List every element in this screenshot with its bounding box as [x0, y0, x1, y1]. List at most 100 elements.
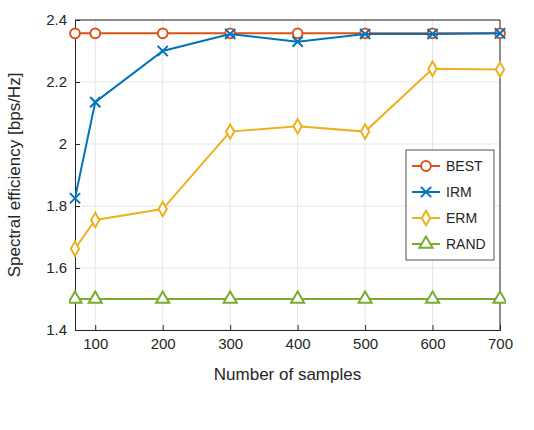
tick-mark — [433, 325, 434, 330]
axis-line — [76, 325, 501, 331]
marker — [156, 291, 169, 302]
marker — [426, 291, 439, 302]
x-axis-title: Number of samples — [214, 365, 361, 384]
grid-line — [230, 20, 231, 330]
tick: 200 — [151, 325, 176, 352]
legend-marker — [421, 161, 431, 171]
marker — [293, 119, 301, 133]
marker — [90, 28, 100, 38]
tick: 1.4 — [46, 321, 80, 338]
marker — [225, 28, 235, 38]
tick-label: 1.6 — [46, 259, 67, 276]
grid-line — [95, 20, 96, 330]
tick: 1.8 — [46, 197, 80, 214]
legend-entry: ERM — [412, 210, 477, 226]
tick-label: 1.4 — [46, 321, 67, 338]
marker — [89, 291, 102, 302]
marker — [90, 97, 100, 107]
legend-entry: RAND — [412, 236, 486, 252]
tick-mark — [163, 325, 164, 330]
tick: 600 — [421, 325, 446, 352]
legend-label: BEST — [446, 158, 483, 174]
tick-label: 500 — [353, 335, 378, 352]
marker — [427, 29, 437, 39]
legend-marker — [421, 187, 431, 197]
marker — [293, 37, 303, 47]
marker — [493, 291, 506, 302]
marker — [361, 124, 369, 138]
frame — [75, 20, 500, 21]
plot: 100 200 300 400 500 600 700 1.4 1.6 1.8 2 2.2 2.4 BES… — [46, 11, 513, 351]
tick: 400 — [286, 325, 311, 352]
tick-label: 2 — [59, 135, 67, 152]
legend-entry: BEST — [412, 158, 483, 174]
tick-mark — [75, 144, 80, 145]
y-axis: 1.4 1.6 1.8 2 2.2 2.4 — [46, 11, 80, 338]
marker — [70, 28, 80, 38]
marker — [71, 242, 79, 256]
tick-mark — [95, 325, 96, 330]
tick-label: 100 — [83, 335, 108, 352]
tick-mark — [365, 325, 366, 330]
x-axis: 100 200 300 400 500 600 700 — [76, 325, 514, 352]
legend-marker — [422, 211, 430, 225]
grid-line — [75, 268, 500, 269]
grid — [75, 20, 500, 330]
tick-label: 1.8 — [46, 197, 67, 214]
marker — [91, 213, 99, 227]
tick-mark — [75, 20, 80, 21]
grid-line — [75, 20, 500, 21]
legend: BEST IRM ERM RAND — [406, 150, 494, 260]
tick: 100 — [83, 325, 108, 352]
tick-label: 200 — [151, 335, 176, 352]
tick-mark — [500, 325, 501, 330]
tick: 2.4 — [46, 11, 80, 28]
grid-line — [162, 20, 163, 330]
marker — [158, 28, 168, 38]
tick-mark — [75, 82, 80, 83]
legend-label: IRM — [446, 184, 472, 200]
marker — [428, 61, 436, 75]
marker — [291, 291, 304, 302]
tick-mark — [75, 330, 80, 331]
marker — [159, 202, 167, 216]
grid-line — [75, 82, 500, 83]
tick-mark — [75, 268, 80, 269]
tick-label: 2.2 — [46, 73, 67, 90]
legend-label: RAND — [446, 236, 486, 252]
tick-mark — [298, 325, 299, 330]
marker — [496, 62, 504, 76]
marker — [226, 124, 234, 138]
grid-line — [297, 20, 298, 330]
marker — [69, 291, 82, 302]
tick: 1.6 — [46, 259, 80, 276]
y-axis-title: Spectral efficiency [bps/Hz] — [5, 73, 24, 278]
marker — [224, 291, 237, 302]
tick-label: 400 — [286, 335, 311, 352]
legend-box — [406, 150, 494, 260]
series-layer — [69, 28, 506, 303]
tick-mark — [230, 325, 231, 330]
marker — [293, 28, 303, 38]
tick: 500 — [353, 325, 378, 352]
legend-label: ERM — [446, 210, 477, 226]
marker — [360, 29, 370, 39]
tick: 2 — [59, 135, 80, 152]
grid-line — [75, 144, 500, 145]
marker — [158, 46, 168, 56]
tick-label: 300 — [218, 335, 243, 352]
marker — [358, 291, 371, 302]
marker — [495, 28, 505, 38]
tick-label: 600 — [421, 335, 446, 352]
tick: 300 — [218, 325, 243, 352]
tick-mark — [75, 206, 80, 207]
legend-entry: IRM — [412, 184, 472, 200]
marker — [225, 29, 235, 39]
tick: 2.2 — [46, 73, 80, 90]
plot-background — [75, 20, 500, 330]
chart: 100 200 300 400 500 600 700 1.4 1.6 1.8 2 2.2 2.4 BES… — [0, 0, 534, 430]
tick-label: 2.4 — [46, 11, 67, 28]
legend-marker — [419, 236, 432, 247]
marker — [70, 193, 80, 203]
tick: 700 — [488, 325, 513, 352]
